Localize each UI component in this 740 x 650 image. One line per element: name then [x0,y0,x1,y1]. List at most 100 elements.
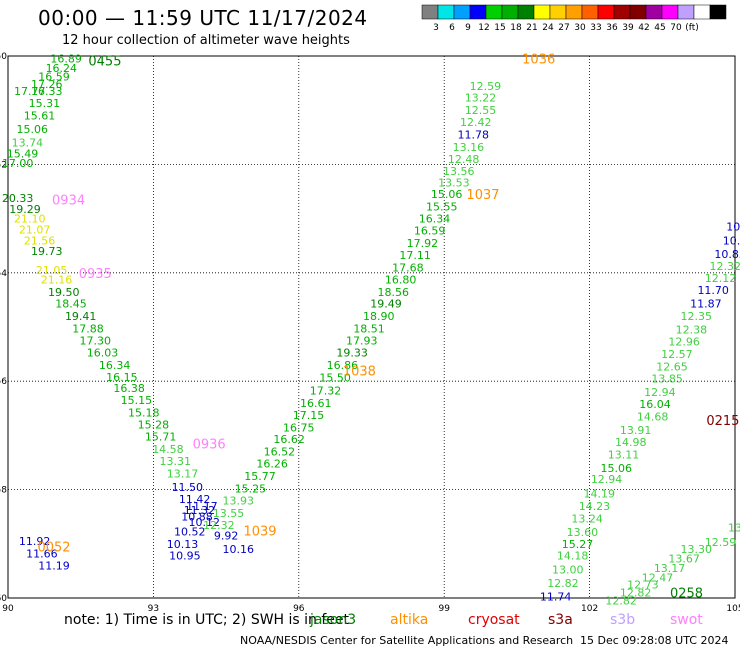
wave-height-value: 12.35 [680,310,712,323]
lon-tick-label: 96 [293,604,305,614]
wave-height-value: 10.83 [714,248,740,261]
wave-height-value: 16.34 [99,359,131,372]
lat-tick-label: -50 [0,52,7,62]
wave-height-value: 19.49 [370,298,402,311]
wave-height-value: 16.80 [385,273,417,286]
wave-height-value: 19.41 [65,310,97,323]
wave-height-value: 13.85 [651,372,683,385]
wave-height-value: 16.38 [113,382,145,395]
wave-height-value: 13.93 [222,494,254,507]
wave-height-value: 16.03 [87,346,119,359]
wave-height-value: 13.22 [465,92,497,105]
wave-height-value: 14.19 [584,487,616,500]
wave-height-value: 16.59 [38,71,70,84]
legend-s3b: s3b [610,612,636,628]
colorbar-swatch [453,4,471,20]
wave-height-value: 10.16 [222,543,254,556]
wave-height-value: 13.11 [608,448,640,461]
colorbar-swatch [485,4,503,20]
wave-height-value: 21.07 [19,223,51,236]
wave-height-value: 15.15 [121,394,153,407]
colorbar-swatch [661,4,679,20]
wave-height-value: 15.71 [145,430,177,443]
wave-height-value: 17.15 [293,409,325,422]
wave-height-value: 15.06 [601,462,633,475]
wave-height-value: 17.77 [14,85,46,98]
colorbar-label: 12 [478,23,489,33]
colorbar-label: 42 [638,23,649,33]
lon-tick-label: 90 [2,604,14,614]
legend-cryosat: cryosat [468,612,520,628]
wave-height-value: 12.96 [668,336,700,349]
wave-height-value: 21.56 [24,234,56,247]
colorbar-swatch [437,4,455,20]
wave-height-value: 10.52 [174,525,206,538]
lon-tick-label: 99 [438,604,450,614]
colorbar-swatch [581,4,599,20]
wave-height-value: 15.49 [7,148,39,161]
wave-height-value: 20.33 [2,192,34,205]
wave-height-value: 16.33 [31,85,63,98]
wave-height-value: 12.59 [705,536,737,549]
pass-time-label: 0455 [88,54,121,69]
wave-height-value: 12.38 [676,324,708,337]
pass-time-labels: 0455 0934 0935 0936 1039 1038 1037 1036 0052 0215… [37,53,739,602]
wave-height-value: 14.58 [152,443,184,456]
wave-height-value: 21.16 [41,273,73,286]
colorbar-label: 27 [558,23,569,33]
wave-height-value: 10. [726,221,740,234]
wave-height-value: 16.89 [50,53,82,66]
colorbar-label: 24 [542,23,554,33]
wave-height-value: 16.34 [419,213,451,226]
colorbar-label: 18 [510,23,522,33]
wave-height-labels: 16.8916.2416.5917.2617.7716.3315.3115.61… [2,53,740,608]
colorbar-swatch [645,4,663,20]
map-grid [7,55,736,599]
wave-height-value: 13.24 [571,512,603,525]
colorbar-label: (ft) [685,23,699,33]
colorbar-swatch [677,4,695,20]
wave-height-value: 14.23 [579,500,611,513]
wave-height-value: 11.92 [19,535,51,548]
lat-tick-label: -60 [0,594,7,604]
lat-tick-label: -54 [0,269,7,279]
wave-height-value: 12.55 [465,104,497,117]
wave-height-value: 16.24 [46,62,78,75]
colorbar-swatch [421,4,439,20]
wave-height-value: 19.29 [9,203,41,216]
lat-tick-label: -52 [0,160,7,170]
wave-height-value: 11.19 [38,559,70,572]
wave-height-value: 12.82 [620,587,652,600]
colorbar-label: 45 [654,23,665,33]
wave-height-value: 12.32 [203,519,235,532]
wave-height-value: 11.74 [540,590,572,603]
colorbar-swatch [501,4,519,20]
colorbar-swatch [517,4,535,20]
wave-height-value: 17.92 [407,237,439,250]
wave-height-value: 13.60 [567,526,599,539]
wave-height-value: 11.17 [186,500,218,513]
wave-height-value: 12.47 [642,571,674,584]
wave-height-value: 13.16 [453,141,485,154]
colorbar-label: 30 [574,23,586,33]
pass-time-label: 0936 [193,438,226,453]
wave-height-value: 12.73 [627,578,659,591]
wave-height-value: 18.45 [55,298,87,311]
colorbar-label: 36 [606,23,618,33]
colorbar-swatch [613,4,631,20]
colorbar-label: 3 [433,23,439,33]
wave-height-value: 16.15 [106,371,138,384]
wave-height-value: 12.94 [591,473,623,486]
wave-height-value: 10.95 [169,550,201,563]
pass-time-label: 1038 [343,364,376,379]
wave-height-value: 13.56 [443,165,475,178]
wave-height-value: 12.65 [656,361,688,374]
wave-height-value: 11.50 [172,481,204,494]
pass-time-label: 0215 [706,414,739,429]
wave-height-value: 11.66 [26,548,58,561]
wave-height-value: 13.91 [620,424,652,437]
wave-height-value: 13.55 [213,507,245,520]
wave-height-value: 14.68 [637,410,669,423]
wave-height-value: 13.17 [167,467,199,480]
